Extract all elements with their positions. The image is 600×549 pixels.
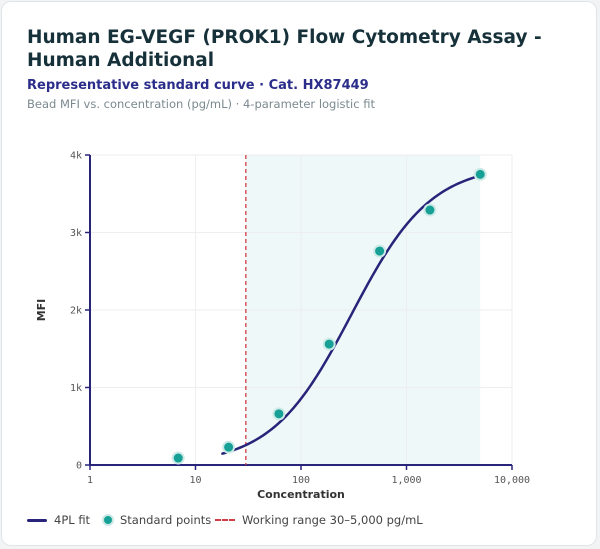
standard-point-3: [324, 339, 334, 349]
y-tick-label-4: 4k: [70, 151, 82, 162]
y-axis-title: MFI: [35, 299, 48, 322]
x-tick-label-2: 100: [292, 475, 310, 486]
chart-subtitle: Representative standard curve · Cat. HX8…: [27, 78, 369, 93]
standard-point-6: [475, 169, 485, 179]
x-tick-label-3: 1,000: [391, 475, 421, 486]
x-axis-title: Concentration: [257, 488, 345, 501]
legend-fit-swatch: [27, 518, 47, 522]
standard-point-0: [173, 453, 183, 463]
legend-range-label: Working range 30–5,000 pg/mL: [242, 513, 423, 527]
legend-item-fit: 4PL fit: [27, 513, 90, 527]
legend-item-points: Standard points: [102, 513, 211, 527]
x-tick-label-0: 1: [87, 475, 93, 486]
y-tick-label-0: 0: [76, 461, 82, 472]
chart-title: Human EG-VEGF (PROK1) Flow Cytometry Ass…: [27, 27, 542, 71]
standard-point-5: [425, 205, 435, 215]
fit-curve: [221, 174, 482, 455]
x-tick-label-4: 10,000: [494, 475, 530, 486]
standard-point-2: [274, 409, 284, 419]
standard-point-1: [224, 442, 234, 452]
y-tick-label-1: 1k: [70, 383, 82, 394]
y-tick-label-2: 2k: [70, 306, 82, 317]
x-tick-label-1: 10: [189, 475, 201, 486]
legend-item-range: Working range 30–5,000 pg/mL: [215, 513, 423, 527]
y-tick-label-3: 3k: [70, 228, 82, 239]
chart-caption: Bead MFI vs. concentration (pg/mL) · 4-p…: [27, 97, 375, 111]
legend-fit-label: 4PL fit: [54, 513, 91, 527]
legend-points-swatch: [102, 514, 114, 526]
legend-range-swatch: [215, 519, 235, 521]
legend-points-label: Standard points: [120, 513, 212, 527]
standard-point-4: [375, 246, 385, 256]
